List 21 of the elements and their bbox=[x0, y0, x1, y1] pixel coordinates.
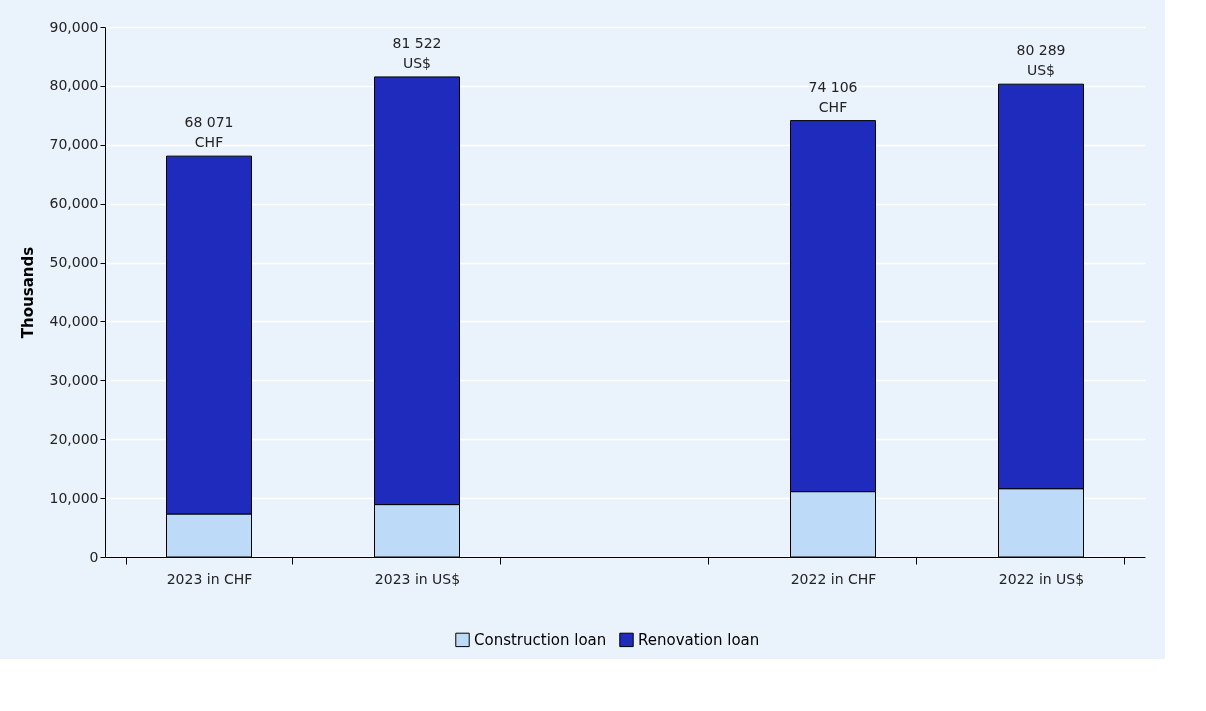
total-label: 74 106 CHF bbox=[808, 78, 858, 115]
y-tick-label: 30,000 bbox=[49, 371, 99, 388]
y-tick-label: 40,000 bbox=[49, 312, 99, 329]
x-tick-label: 2023 in CHF bbox=[166, 570, 253, 587]
y-tick-label: 80,000 bbox=[49, 77, 99, 94]
total-label: 68 071 CHF bbox=[184, 114, 234, 151]
x-tick-label: 2023 in US$ bbox=[374, 570, 461, 587]
y-tick-label: 50,000 bbox=[49, 254, 99, 271]
x-tick-label: 2022 in CHF bbox=[790, 570, 877, 587]
x-tick-label: 2022 in US$ bbox=[998, 570, 1085, 587]
total-label: 80 289 US$ bbox=[1016, 42, 1066, 79]
y-tick-label: 90,000 bbox=[49, 18, 99, 35]
y-tick-label: 0 bbox=[89, 548, 99, 565]
legend-label: Construction loan bbox=[474, 630, 607, 649]
total-label: 81 522 US$ bbox=[392, 34, 442, 71]
y-tick-label: 70,000 bbox=[49, 136, 99, 153]
y-tick-label: 20,000 bbox=[49, 430, 99, 447]
y-axis-title: Thousands bbox=[18, 246, 37, 339]
legend-label: Renovation loan bbox=[638, 630, 760, 649]
y-tick-label: 60,000 bbox=[49, 195, 99, 212]
y-tick-label: 10,000 bbox=[49, 489, 99, 506]
